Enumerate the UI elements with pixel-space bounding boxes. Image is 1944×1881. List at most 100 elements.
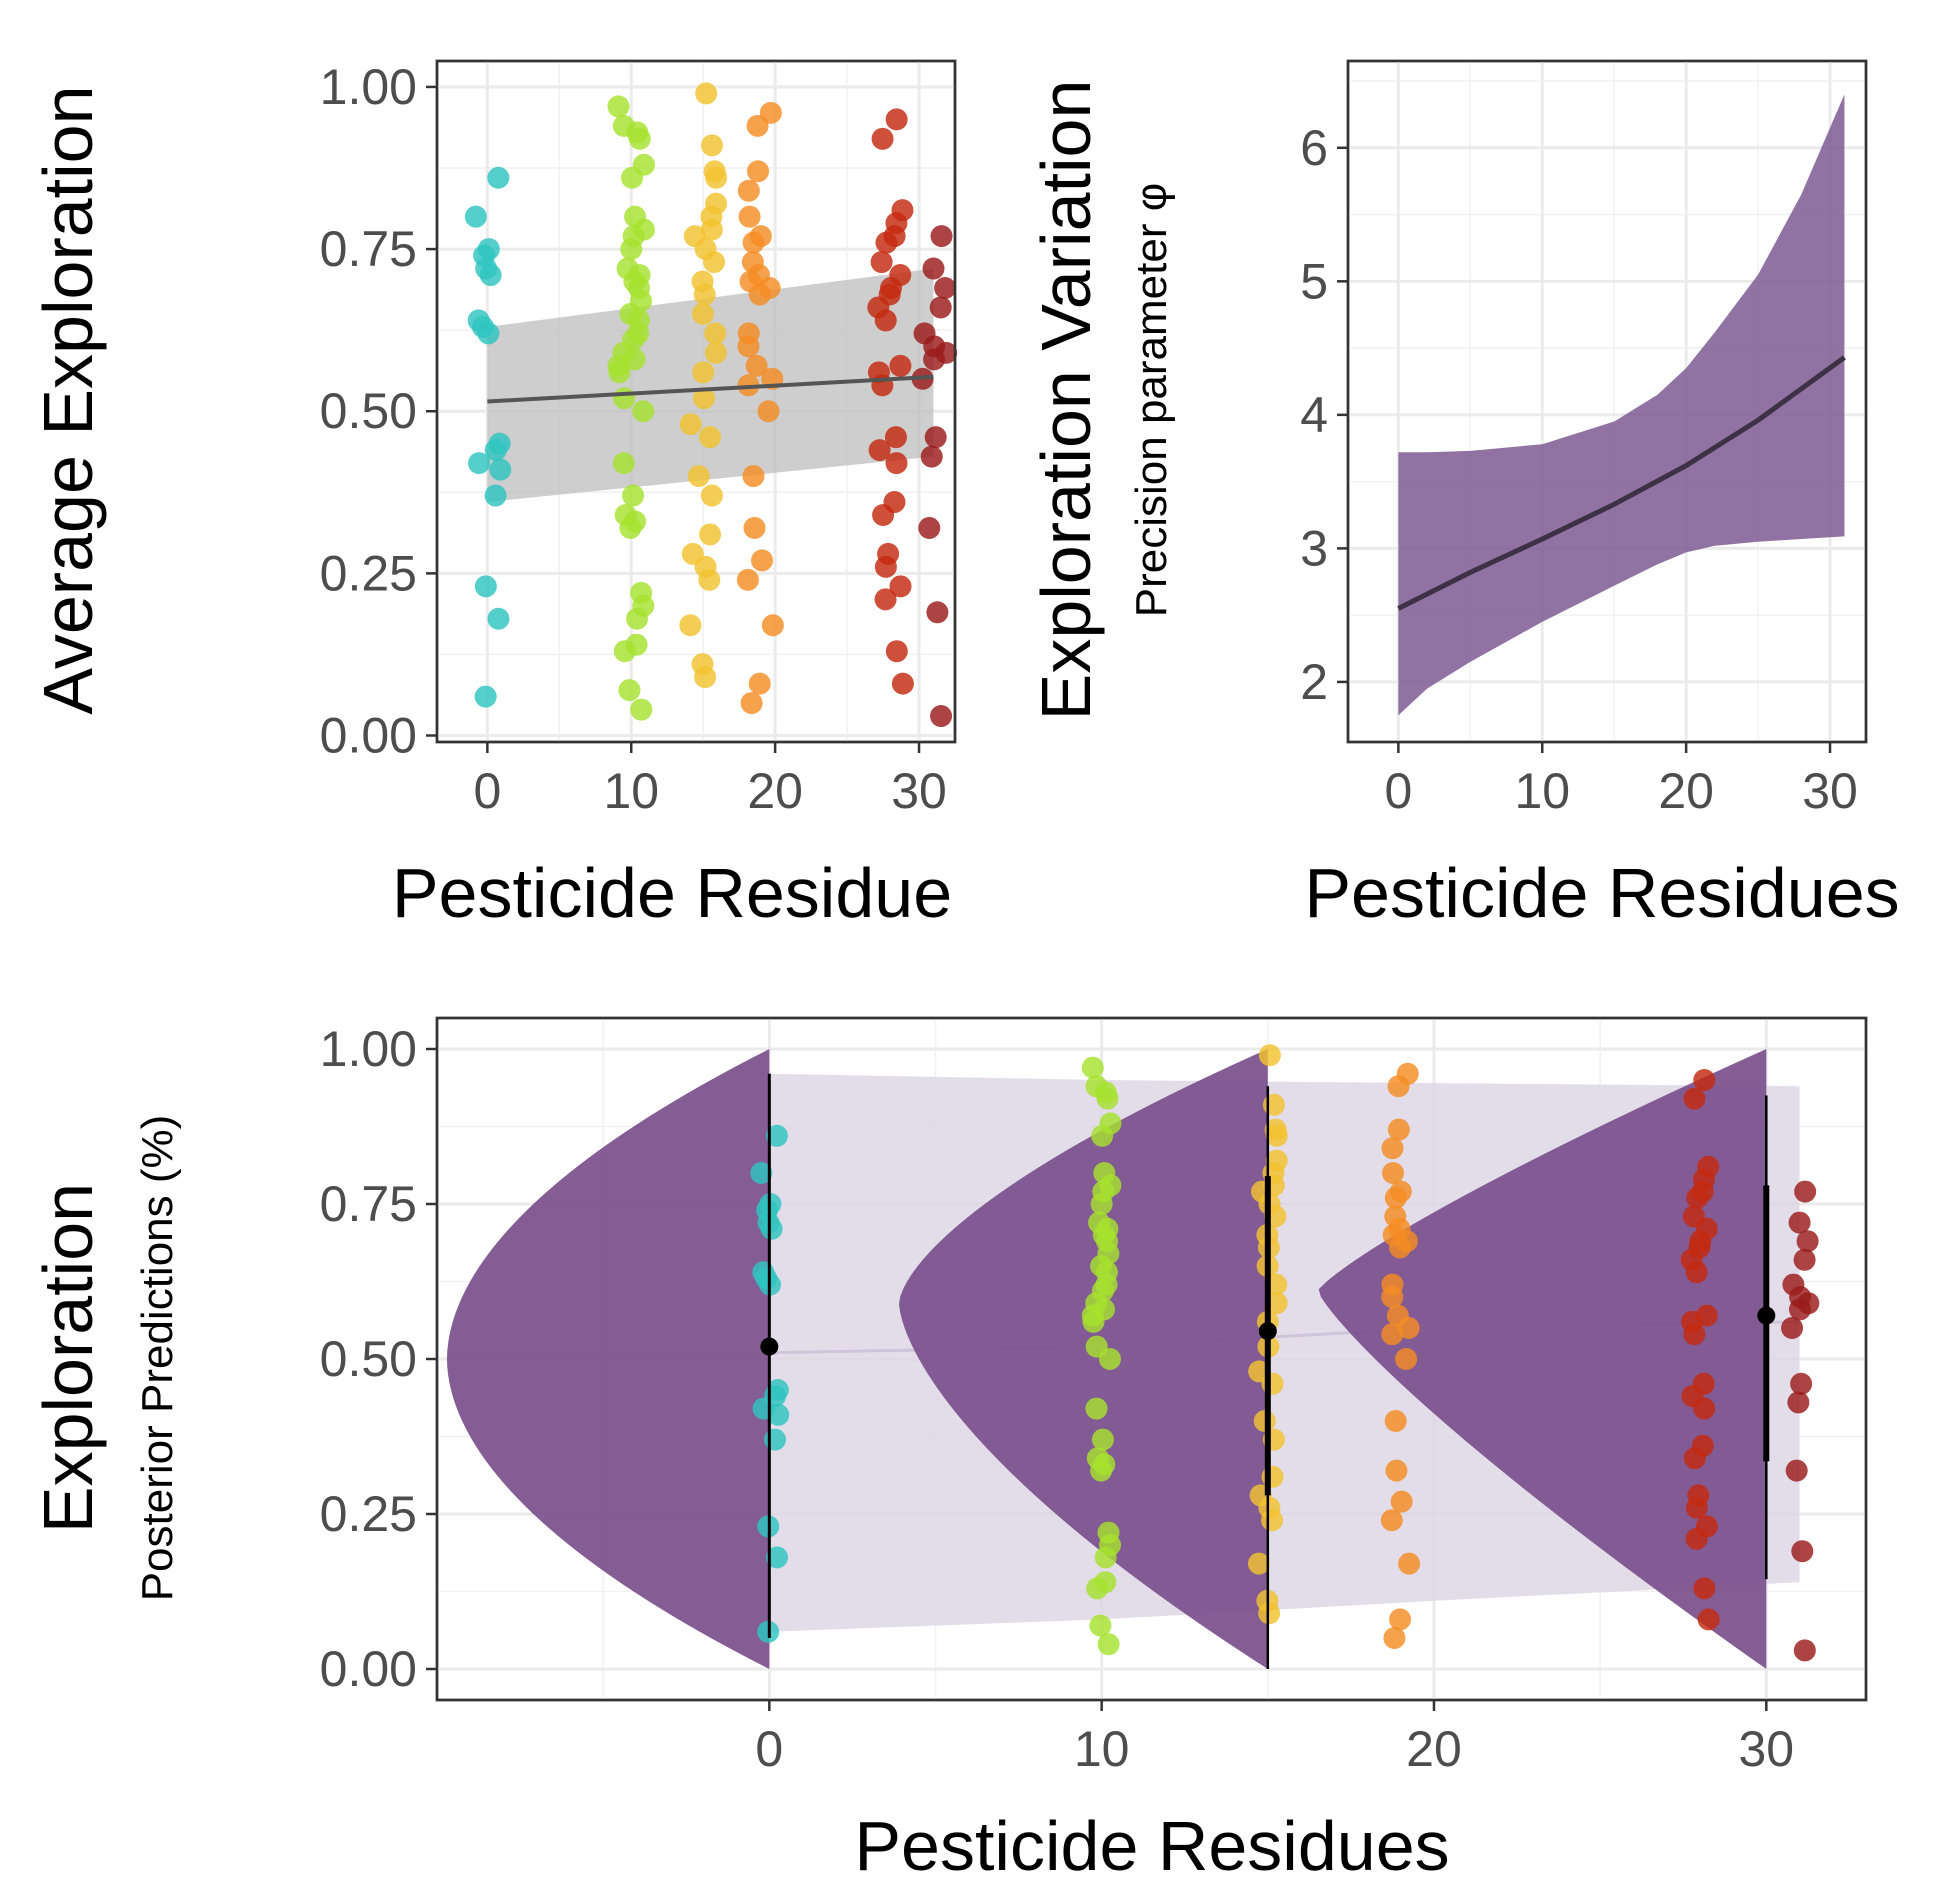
average-exploration-data-point [464, 205, 487, 228]
average-exploration-data-point [699, 426, 722, 449]
average-exploration-data-point [621, 166, 644, 189]
posterior-predictions-data-point [1793, 1248, 1816, 1271]
posterior-predictions-data-point [1089, 1614, 1112, 1637]
posterior-predictions-data-point [766, 1546, 789, 1569]
posterior-predictions-data-point [1090, 1459, 1113, 1482]
posterior-predictions-data-point [1086, 1577, 1109, 1600]
posterior-predictions-data-point [1098, 1348, 1121, 1370]
average-exploration-data-point [742, 465, 765, 488]
exploration-variation-credible-ribbon [1398, 94, 1845, 716]
average-exploration-data-point [620, 238, 643, 261]
posterior-predictions-data-point [1788, 1211, 1811, 1234]
posterior-predictions-x-tick-label: 30 [1738, 1721, 1794, 1777]
average-exploration-y-tick-label: 0.50 [320, 383, 417, 439]
posterior-predictions-density-half-eye [1318, 1049, 1767, 1669]
posterior-predictions-data-point [1697, 1608, 1720, 1631]
average-exploration-data-point [698, 568, 721, 591]
posterior-predictions-data-point [750, 1162, 773, 1184]
posterior-predictions-data-point [1385, 1459, 1408, 1482]
average-exploration-data-point [737, 179, 760, 202]
average-exploration-data-point [608, 361, 631, 384]
posterior-predictions-data-point [1085, 1397, 1108, 1420]
average-exploration-data-point [468, 452, 491, 475]
average-exploration-data-point [891, 672, 914, 695]
average-exploration-data-point [746, 114, 769, 137]
posterior-predictions-data-point [1096, 1087, 1119, 1110]
posterior-predictions-data-point [1683, 1447, 1706, 1470]
posterior-predictions-y-tick-label: 0.00 [320, 1641, 417, 1697]
posterior-predictions-data-point [1387, 1118, 1410, 1141]
exploration-variation-y-tick-label: 6 [1300, 120, 1328, 176]
exploration-variation-x-axis-title: Pesticide Residues [1304, 854, 1899, 932]
posterior-predictions-data-point [1685, 1496, 1708, 1519]
average-exploration-data-point [618, 679, 641, 702]
average-exploration-data-point [875, 231, 898, 254]
average-exploration-data-point [934, 277, 957, 299]
average-exploration-data-point [923, 348, 946, 371]
exploration-variation-panel-border [1346, 59, 1868, 744]
average-exploration-data-point [929, 296, 952, 319]
posterior-predictions-data-point [1693, 1577, 1716, 1600]
average-exploration-data-point [613, 387, 636, 410]
posterior-predictions-y-tick-label: 1.00 [320, 1021, 417, 1077]
posterior-predictions-data-point [1794, 1180, 1817, 1203]
posterior-predictions-data-point [764, 1428, 787, 1451]
average-exploration-confidence-ribbon [487, 268, 934, 503]
posterior-predictions-median-point [760, 1337, 779, 1356]
posterior-predictions-data-point [1380, 1509, 1403, 1532]
average-exploration-data-point [693, 283, 716, 306]
average-exploration-data-point [930, 705, 953, 728]
posterior-predictions-median-point [1258, 1322, 1277, 1341]
posterior-predictions-data-point [1381, 1323, 1404, 1346]
average-exploration-x-tick-label: 30 [891, 763, 947, 819]
posterior-predictions-data-point [1262, 1093, 1285, 1116]
posterior-predictions-data-point [1097, 1633, 1120, 1656]
average-exploration-panel-border [435, 59, 957, 744]
panel-average-exploration: 0 10 20 30 0.00 0.25 0.50 0.75 1.00 Pesticide Re… [29, 59, 958, 932]
average-exploration-data-point [738, 205, 761, 228]
average-exploration-data-point [871, 127, 894, 150]
average-exploration-data-point [679, 614, 702, 637]
average-exploration-y-tick-label: 0.25 [320, 545, 417, 601]
average-exploration-y-tick-label: 0.75 [320, 221, 417, 277]
average-exploration-data-point [885, 640, 908, 663]
average-exploration-data-point [757, 400, 780, 423]
posterior-predictions-data-point [1381, 1286, 1404, 1308]
posterior-predictions-data-point [1091, 1428, 1114, 1451]
average-exploration-data-point [874, 588, 897, 611]
exploration-variation-y-tick-label: 3 [1300, 520, 1328, 576]
posterior-predictions-data-point [1384, 1410, 1407, 1432]
average-exploration-data-point [920, 445, 943, 468]
average-exploration-y-tick-label: 1.00 [320, 59, 417, 115]
posterior-predictions-x-axis-title: Pesticide Residues [854, 1807, 1449, 1881]
posterior-predictions-data-point [1091, 1124, 1114, 1147]
panel-exploration-variation: 0 10 20 30 2 3 4 5 6 Pesticide Residues Explorat… [1027, 59, 1900, 932]
average-exploration-plot-area: 0 10 20 30 0.00 0.25 0.50 0.75 1.00 [320, 59, 958, 819]
posterior-predictions-density-half-eye [446, 1049, 770, 1669]
average-exploration-data-point [692, 361, 715, 384]
average-exploration-data-point [679, 413, 702, 436]
posterior-predictions-data-point [1082, 1310, 1105, 1333]
average-exploration-x-tick-label: 10 [603, 763, 659, 819]
posterior-predictions-data-point [1693, 1397, 1716, 1420]
average-exploration-data-point [484, 439, 507, 462]
average-exploration-data-point [924, 426, 947, 449]
average-exploration-data-point [612, 452, 635, 475]
average-exploration-data-point [751, 549, 774, 572]
posterior-predictions-data-point [1796, 1230, 1819, 1253]
posterior-predictions-data-point [1081, 1056, 1104, 1079]
average-exploration-data-point [474, 575, 497, 598]
average-exploration-data-point [874, 309, 897, 332]
posterior-predictions-y-axis-subtitle: Posterior Predictions (%) [133, 1115, 182, 1602]
average-exploration-data-point [747, 160, 770, 183]
posterior-predictions-data-point [1785, 1459, 1808, 1482]
posterior-predictions-data-point [1381, 1137, 1404, 1160]
exploration-variation-x-tick-label: 20 [1658, 763, 1714, 819]
average-exploration-x-tick-label: 0 [473, 763, 501, 819]
posterior-predictions-data-point [1382, 1162, 1405, 1184]
panel-posterior-predictions: 0 10 20 30 0.00 0.25 0.50 0.75 1.00 Pesticide Re… [29, 1016, 1868, 1881]
average-exploration-data-point [693, 387, 716, 410]
average-exploration-data-point [479, 264, 502, 287]
average-exploration-data-point [487, 166, 510, 189]
posterior-predictions-data-point [760, 1217, 783, 1240]
